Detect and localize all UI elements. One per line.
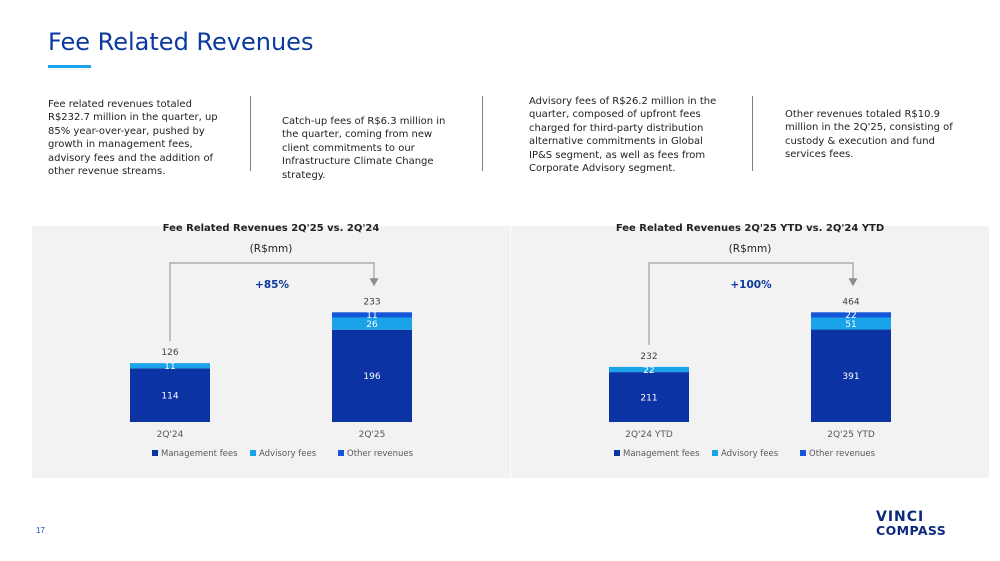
legend-entry: Management fees [623, 449, 700, 459]
x-tick-label: 2Q'24 [157, 430, 184, 440]
segment-label: 22 [643, 366, 654, 376]
advisory-bar [332, 317, 412, 330]
management-bar [609, 372, 689, 422]
total-label: 232 [640, 352, 657, 362]
other-bar [332, 312, 412, 318]
title-underline [48, 65, 91, 68]
text-column-2: Catch-up fees of R$6.3 million in the qu… [282, 116, 446, 181]
segment-label: 391 [842, 372, 859, 382]
legend-swatch [800, 450, 806, 456]
column-divider [482, 96, 483, 171]
column-divider [752, 96, 753, 171]
chart-unit: (R$mm) [249, 243, 293, 255]
management-bar [332, 329, 412, 422]
legend-entry: Management fees [161, 449, 238, 459]
chart-quarter: 114111262Q'2419626112332Q'25+85%Manageme… [130, 262, 414, 459]
legend-swatch [152, 450, 158, 456]
segment-label: 196 [363, 372, 380, 382]
x-tick-label: 2Q'24 YTD [625, 430, 673, 440]
segment-label: 11 [164, 362, 175, 372]
chart-panel-quarter [32, 226, 510, 478]
advisory-bar [130, 363, 210, 369]
text-column-3: Advisory fees of R$26.2 million in the q… [529, 96, 717, 175]
total-label: 464 [842, 297, 859, 307]
page-number: 17 [36, 526, 45, 535]
logo-line-2: COMPASS [876, 523, 947, 538]
growth-arrow-line [169, 262, 375, 342]
legend-entry: Other revenues [347, 449, 414, 459]
vinci-compass-logo: VINCI COMPASS [876, 510, 946, 538]
chart-unit: (R$mm) [728, 243, 772, 255]
legend-swatch [338, 450, 344, 456]
text-column-1: Fee related revenues totaled R$232.7 mil… [48, 99, 218, 178]
other-bar [811, 312, 891, 318]
advisory-bar [811, 317, 891, 330]
legend-swatch [614, 450, 620, 456]
segment-label: 51 [845, 320, 856, 330]
legend-swatch [250, 450, 256, 456]
management-bar [811, 329, 891, 422]
growth-arrow-line [648, 262, 854, 345]
legend-entry: Advisory fees [259, 449, 317, 459]
chart-title: Fee Related Revenues 2Q'25 YTD vs. 2Q'24… [615, 223, 885, 234]
chart-title: Fee Related Revenues 2Q'25 vs. 2Q'24 [162, 223, 380, 234]
advisory-bar [609, 366, 689, 373]
legend-entry: Advisory fees [721, 449, 779, 459]
segment-label: 26 [366, 320, 378, 330]
growth-label: +85% [255, 279, 289, 291]
column-divider [250, 96, 251, 171]
logo-line-1: VINCI [876, 509, 925, 525]
text-column-4: Other revenues totaled R$10.9 million in… [785, 109, 953, 161]
legend-swatch [712, 450, 718, 456]
management-bar [130, 368, 210, 422]
segment-label: 11 [366, 311, 377, 321]
segment-label: 211 [640, 393, 657, 403]
x-tick-label: 2Q'25 YTD [827, 430, 875, 440]
chart-panel-ytd [511, 226, 989, 478]
segment-label: 22 [845, 311, 856, 321]
growth-label: +100% [730, 279, 772, 291]
legend-entry: Other revenues [809, 449, 876, 459]
total-label: 233 [363, 297, 380, 307]
segment-label: 114 [161, 391, 178, 401]
total-label: 126 [161, 348, 178, 358]
page-title: Fee Related Revenues [48, 28, 314, 56]
x-tick-label: 2Q'25 [359, 430, 386, 440]
growth-arrowhead [848, 278, 858, 287]
growth-arrowhead [369, 278, 379, 287]
